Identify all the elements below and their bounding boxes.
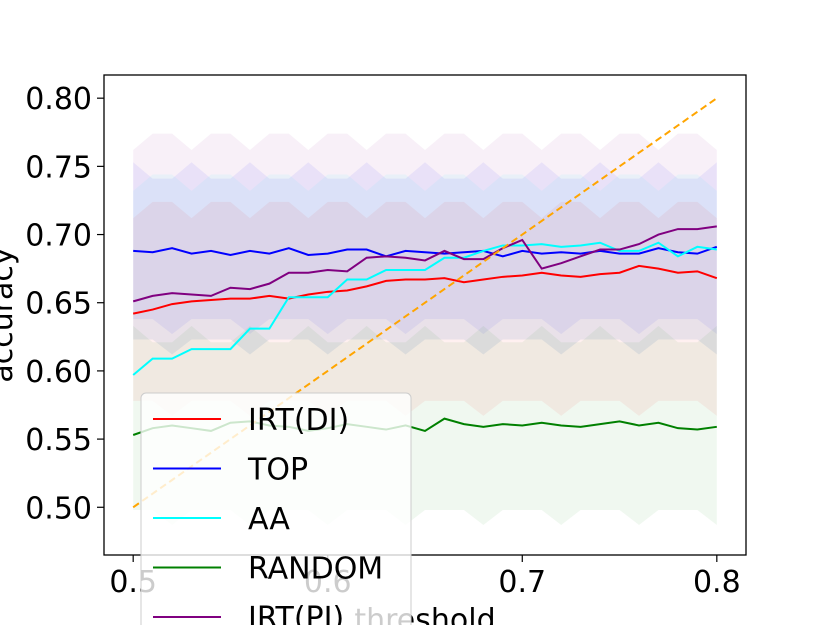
legend: IRT(DI) TOP AA RANDOM IRT(PI) bbox=[140, 392, 412, 625]
band-irt-di- bbox=[133, 201, 717, 416]
band-aa bbox=[133, 174, 717, 355]
y-tick-label: 0.75 bbox=[25, 150, 92, 185]
legend-label-random: RANDOM bbox=[248, 552, 383, 587]
legend-label-top: TOP bbox=[247, 453, 308, 488]
legend-label-aa: AA bbox=[248, 502, 290, 537]
series-line-reference bbox=[132, 97, 718, 509]
band-irt-pi- bbox=[133, 133, 717, 355]
y-tick-label: 0.80 bbox=[25, 82, 92, 117]
legend-label-irt-di-: IRT(DI) bbox=[248, 403, 349, 438]
y-tick-label: 0.65 bbox=[25, 287, 92, 322]
x-tick-label: 0.8 bbox=[693, 565, 741, 600]
y-axis: 0.50 0.55 0.60 0.65 0.70 0.75 0.80 bbox=[25, 82, 104, 526]
series-line-top bbox=[133, 245, 718, 258]
series-line-irt-di- bbox=[132, 264, 718, 315]
y-axis-label: accuracy bbox=[0, 247, 20, 382]
y-tick-label: 0.70 bbox=[25, 219, 92, 254]
y-tick-label: 0.55 bbox=[25, 423, 92, 458]
plot-frame bbox=[103, 74, 747, 556]
legend-label-irt-pi-: IRT(PI) bbox=[248, 601, 344, 625]
series-line-irt-pi- bbox=[132, 225, 717, 303]
band-top bbox=[133, 162, 717, 335]
series-line-aa bbox=[132, 241, 717, 376]
x-tick-label: 0.7 bbox=[498, 565, 546, 600]
series-lines bbox=[132, 97, 718, 509]
y-tick-label: 0.50 bbox=[25, 491, 92, 526]
y-tick-label: 0.60 bbox=[25, 355, 92, 390]
